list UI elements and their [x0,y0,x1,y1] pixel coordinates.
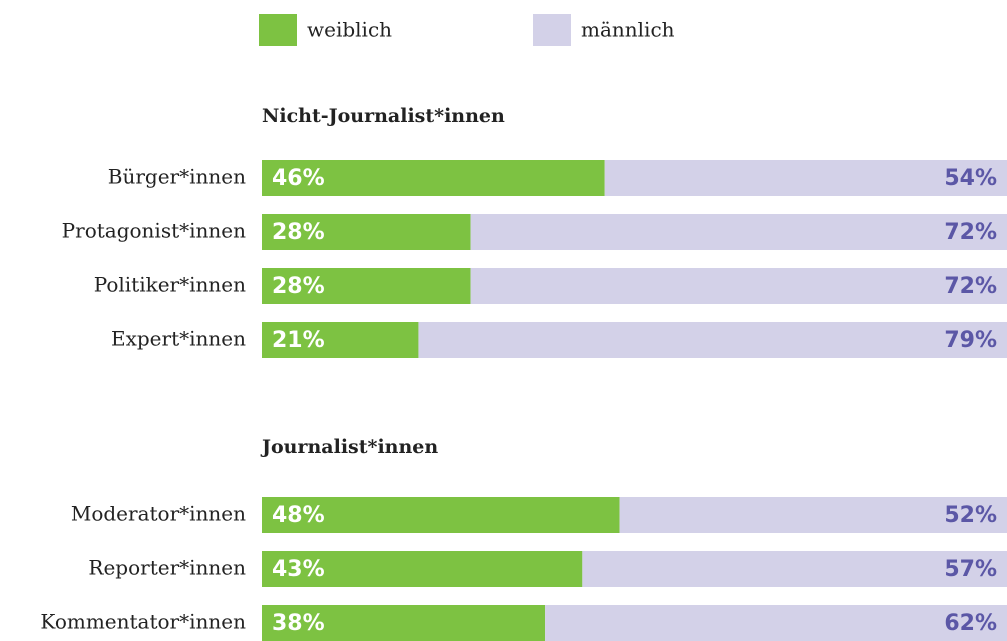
value-label: 62% [944,611,997,636]
legend-swatch [259,14,297,46]
value-label: 52% [944,503,997,528]
bar-segment [262,160,605,196]
value-label: 72% [944,274,997,299]
bar-segment [262,551,583,587]
value-label: 28% [272,274,325,299]
value-label: 43% [272,557,325,582]
value-label: 21% [272,328,325,353]
value-label: 46% [272,166,325,191]
bar-segment [545,605,1007,641]
bar-segment [262,268,471,304]
category-label: Bürger*innen [108,165,246,189]
legend-label: weiblich [307,18,392,42]
bar-segment [262,497,620,533]
legend-label: männlich [581,18,675,42]
category-label: Moderator*innen [71,502,246,526]
value-label: 28% [272,220,325,245]
value-label: 57% [944,557,997,582]
category-label: Kommentator*innen [40,610,246,634]
bar-segment [470,214,1007,250]
bar-segment [582,551,1007,587]
bar-segment [418,322,1007,358]
category-label: Reporter*innen [88,556,246,580]
value-label: 38% [272,611,325,636]
bar-segment [470,268,1007,304]
category-label: Politiker*innen [94,273,246,297]
chart-title: Journalist*innen [260,436,438,458]
value-label: 72% [944,220,997,245]
value-label: 54% [944,166,997,191]
category-label: Protagonist*innen [62,219,246,243]
value-label: 79% [944,328,997,353]
chart-title: Nicht-Journalist*innen [262,105,505,127]
bar-segment [262,214,471,250]
category-label: Expert*innen [111,327,246,351]
bar-segment [262,322,419,358]
legend-swatch [533,14,571,46]
bar-segment [604,160,1007,196]
bar-segment [262,605,546,641]
value-label: 48% [272,503,325,528]
bar-segment [619,497,1007,533]
